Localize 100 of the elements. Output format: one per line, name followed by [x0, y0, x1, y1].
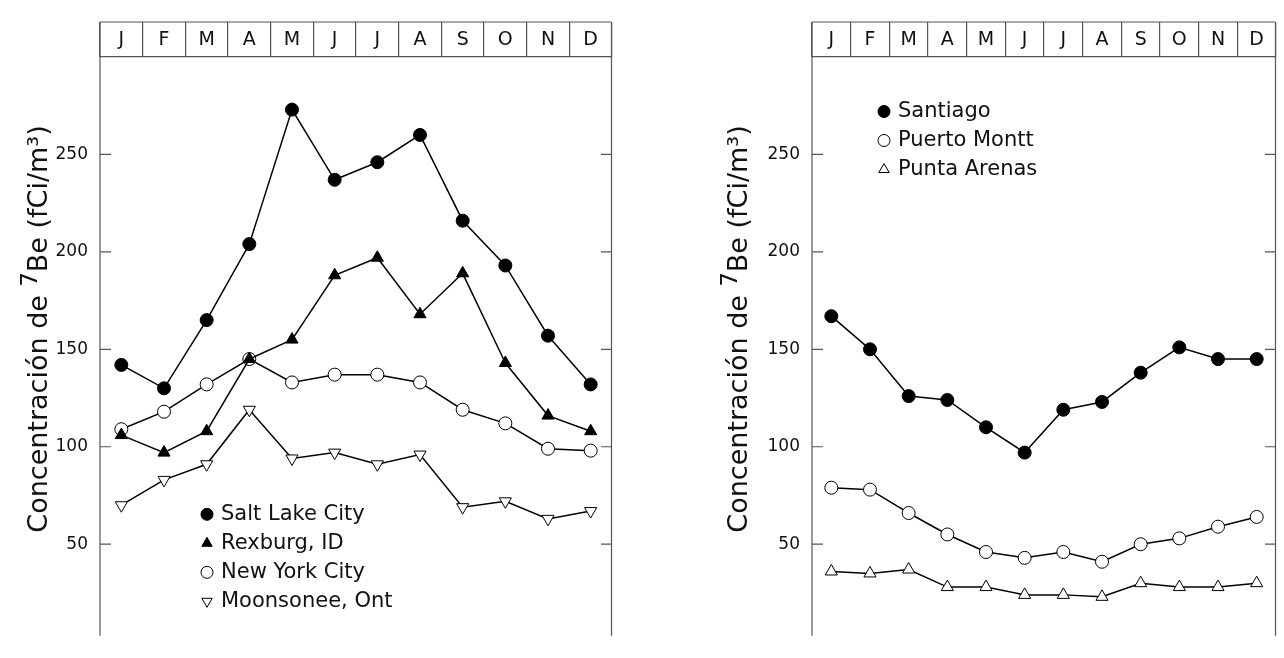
point: [1018, 587, 1032, 599]
point: [242, 237, 257, 252]
point: [455, 213, 470, 228]
point: [413, 127, 427, 142]
point: [199, 377, 214, 392]
legend-label: Moonsonee, Ont: [221, 587, 393, 612]
point: [328, 267, 342, 280]
point: [863, 482, 877, 497]
legend-label: Puerto Montt: [898, 126, 1034, 151]
point: [1017, 445, 1032, 460]
point: [824, 563, 838, 576]
y-tick-label: 150: [55, 337, 88, 358]
point: [1133, 537, 1148, 552]
point: [285, 332, 299, 344]
x-tick-label: D: [583, 26, 598, 49]
point: [114, 501, 128, 513]
legend-label: New York City: [221, 558, 365, 583]
x-tick-label: O: [497, 26, 513, 49]
point: [979, 579, 993, 592]
point: [370, 155, 385, 170]
point: [285, 454, 299, 466]
point: [1133, 365, 1148, 380]
point: [1250, 575, 1264, 588]
point: [863, 565, 877, 578]
point: [901, 506, 916, 521]
point: [1056, 545, 1071, 559]
point: [1249, 509, 1264, 524]
point: [370, 250, 384, 262]
point: [863, 342, 877, 357]
point: [328, 448, 342, 461]
point: [1249, 352, 1264, 367]
point: [498, 416, 513, 431]
point: [940, 392, 955, 407]
x-tick-label: A: [413, 26, 427, 49]
point: [1056, 402, 1071, 417]
y-tick-label: 50: [778, 532, 800, 553]
point: [114, 357, 129, 372]
x-tick-label: M: [977, 26, 995, 49]
x-tick-label: M: [283, 26, 301, 49]
y-tick-label: 250: [767, 142, 800, 163]
point: [1211, 579, 1225, 592]
x-tick-label: S: [456, 26, 469, 49]
point: [583, 377, 598, 392]
point: [157, 475, 171, 488]
x-tick-label: J: [330, 26, 338, 49]
point: [979, 545, 993, 559]
point: [1017, 550, 1032, 565]
point: [157, 404, 171, 419]
point: [456, 503, 470, 515]
point: [1134, 575, 1148, 588]
point: [1056, 587, 1070, 599]
y-tick-label: 150: [767, 337, 800, 358]
point: [370, 460, 384, 472]
x-tick-label: J: [1020, 26, 1028, 49]
point: [940, 527, 955, 542]
y-tick-label: 50: [66, 532, 88, 553]
point: [200, 460, 214, 472]
point: [1211, 352, 1225, 367]
x-tick-label: A: [242, 26, 256, 49]
point: [541, 441, 555, 456]
point: [157, 381, 171, 396]
x-tick-label: N: [540, 26, 556, 49]
x-tick-label: N: [1210, 26, 1226, 49]
point: [1095, 394, 1109, 409]
point: [901, 389, 916, 404]
point: [413, 306, 427, 319]
x-tick-label: M: [900, 26, 917, 49]
point: [413, 450, 427, 463]
point: [1172, 531, 1187, 546]
x-tick-label: J: [373, 26, 381, 49]
point: [541, 328, 555, 343]
x-tick-label: D: [1249, 26, 1264, 49]
x-tick-label: A: [940, 26, 954, 49]
point: [285, 102, 299, 117]
y-tick-label: 100: [767, 435, 800, 456]
legend-label: Rexburg, ID: [221, 529, 344, 554]
x-tick-label: J: [1059, 26, 1067, 49]
point: [541, 514, 555, 527]
x-tick-label: F: [864, 26, 876, 49]
point: [327, 367, 342, 382]
point: [824, 480, 839, 495]
x-tick-label: O: [1171, 26, 1187, 49]
point: [370, 367, 385, 382]
legend-label: Punta Arenas: [898, 155, 1038, 180]
y-tick-label: 100: [55, 435, 88, 456]
point: [498, 258, 513, 273]
x-tick-label: M: [198, 26, 215, 49]
legend-label: Salt Lake City: [221, 500, 365, 525]
point: [583, 443, 598, 458]
point: [327, 172, 342, 187]
point: [902, 562, 916, 574]
point: [1211, 519, 1225, 534]
point: [1095, 554, 1109, 569]
point: [979, 420, 993, 435]
point: [824, 309, 839, 324]
x-tick-label: J: [117, 26, 125, 49]
point: [1172, 340, 1187, 355]
y-tick-label: 200: [55, 240, 88, 261]
point: [584, 507, 598, 519]
x-tick-label: S: [1134, 26, 1147, 49]
